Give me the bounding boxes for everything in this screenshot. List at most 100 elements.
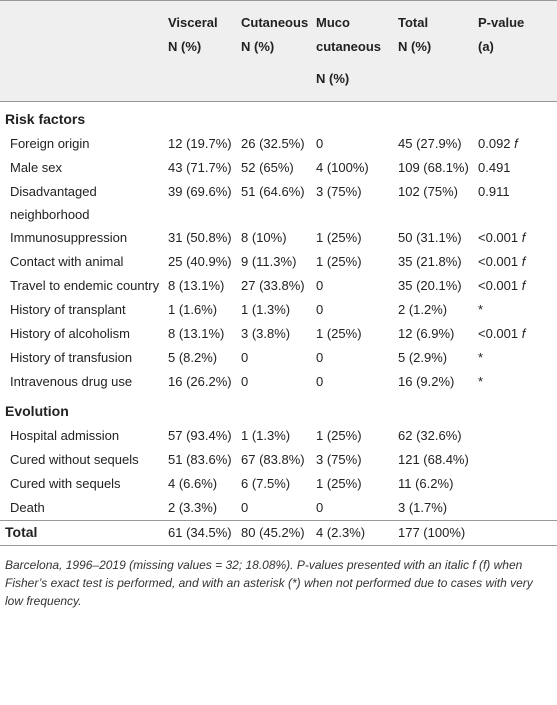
data-row: Foreign origin 12 (19.7%) 26 (32.5%) 0 45 (2… <box>0 132 557 156</box>
total-row: Total 61 (34.5%) 80 (45.2%) 4 (2.3%) 177 (10… <box>0 520 557 546</box>
value-cell: 0 <box>316 500 324 515</box>
value-cell: 3 (1.7%) <box>398 500 448 515</box>
value-cell: 39 (69.6%) <box>168 184 232 199</box>
section-title: Risk factors <box>5 111 86 127</box>
data-row: Intravenous drug use 16 (26.2%) 0 0 16 (9.2%… <box>0 370 557 394</box>
row-label: Total <box>0 520 165 546</box>
section-row: Risk factors <box>0 102 557 133</box>
value-cell: 5 (2.9%) <box>398 350 448 365</box>
value-cell: * <box>478 374 484 389</box>
data-row: History of transfusion 5 (8.2%) 0 0 5 (2.9%)… <box>0 346 557 370</box>
column-title: Visceral <box>168 15 218 30</box>
value-cell <box>475 520 557 546</box>
test-mark: f <box>521 278 526 293</box>
value-cell: 4 (2.3%) <box>313 520 395 546</box>
value-cell: 0 <box>241 374 249 389</box>
column-title: Total <box>398 15 429 30</box>
data-table: Visceral N (%) Cutaneous N (%) Muco cutaneou… <box>0 0 557 546</box>
value-cell: 1 (25%) <box>316 230 362 245</box>
value-cell: 0 <box>316 136 324 151</box>
value-cell: 52 (65%) <box>241 160 294 175</box>
data-row: Immunosuppression 31 (50.8%) 8 (10%) 1 (25%… <box>0 226 557 250</box>
data-row: Death 2 (3.3%) 0 0 3 (1.7%) <box>0 496 557 521</box>
value-cell: 102 (75%) <box>398 184 458 199</box>
data-row: Cured without sequels 51 (83.6%) 67 (83.8%… <box>0 448 557 472</box>
value-cell: 57 (93.4%) <box>168 428 232 443</box>
value-cell: 12 (6.9%) <box>398 326 455 341</box>
value-cell: 9 (11.3%) <box>241 254 297 269</box>
value-cell: 5 (8.2%) <box>168 350 218 365</box>
column-header: Visceral N (%) <box>165 1 238 102</box>
column-subtitle: N (%) <box>398 39 432 54</box>
corner-cell <box>0 1 165 102</box>
value-cell: 121 (68.4%) <box>398 452 469 467</box>
column-title: Muco cutaneous <box>316 15 382 54</box>
value-cell: 45 (27.9%) <box>398 136 462 151</box>
value-cell <box>475 448 557 472</box>
column-subtitle: N (%) <box>241 39 275 54</box>
value-cell: 0 <box>316 374 324 389</box>
value-cell: 0 <box>316 278 324 293</box>
value-cell: 11 (6.2%) <box>398 476 454 491</box>
value-cell: 16 (9.2%) <box>398 374 455 389</box>
section-row: Evolution <box>0 394 557 424</box>
p-value: <0.001 <box>478 230 519 245</box>
value-cell: 51 (83.6%) <box>168 452 232 467</box>
value-cell: 50 (31.1%) <box>398 230 462 245</box>
value-cell: 6 (7.5%) <box>241 476 291 491</box>
value-cell: 2 (1.2%) <box>398 302 448 317</box>
value-cell: 43 (71.7%) <box>168 160 232 175</box>
data-row: Contact with animal 25 (40.9%) 9 (11.3%) 1 … <box>0 250 557 274</box>
header-row: Visceral N (%) Cutaneous N (%) Muco cutaneou… <box>0 0 557 102</box>
row-label: Cured with sequels <box>10 476 121 491</box>
value-cell: 0.491 <box>478 160 511 175</box>
row-label: Intravenous drug use <box>10 374 133 389</box>
column-header: Total N (%) <box>395 1 475 102</box>
value-cell: 0 <box>316 302 324 317</box>
row-label: Disadvantaged neighborhood <box>10 184 97 222</box>
value-cell: <0.001 f <box>475 322 557 346</box>
column-title: P-value <box>478 15 525 30</box>
value-cell: 1 (25%) <box>316 428 362 443</box>
value-cell <box>475 424 557 448</box>
row-label: Cured without sequels <box>10 452 139 467</box>
table-header: Visceral N (%) Cutaneous N (%) Muco cutaneou… <box>0 0 557 102</box>
column-header: Muco cutaneous N (%) <box>313 1 395 102</box>
value-cell: 16 (26.2%) <box>168 374 232 389</box>
value-cell: 1 (25%) <box>316 326 362 341</box>
value-cell: 1 (25%) <box>316 254 362 269</box>
value-cell: 61 (34.5%) <box>165 520 238 546</box>
value-cell: 51 (64.6%) <box>241 184 305 199</box>
value-cell: 8 (13.1%) <box>168 278 225 293</box>
value-cell: 12 (19.7%) <box>168 136 232 151</box>
value-cell: 0 <box>316 350 324 365</box>
test-mark: f <box>521 230 526 245</box>
row-label: Death <box>10 500 45 515</box>
value-cell: <0.001 f <box>475 274 557 298</box>
value-cell: 3 (75%) <box>316 184 362 199</box>
row-label: Male sex <box>10 160 63 175</box>
p-value: <0.001 <box>478 326 519 341</box>
value-cell: 1 (1.3%) <box>241 428 291 443</box>
value-cell: <0.001 f <box>475 250 557 274</box>
test-mark: f <box>521 326 526 341</box>
row-label: Contact with animal <box>10 254 124 269</box>
row-label: History of transfusion <box>10 350 133 365</box>
value-cell: * <box>478 302 484 317</box>
value-cell: 35 (20.1%) <box>398 278 462 293</box>
value-cell: 25 (40.9%) <box>168 254 232 269</box>
value-cell: 0.911 <box>478 184 510 199</box>
data-row: History of transplant 1 (1.6%) 1 (1.3%) 0 2 … <box>0 298 557 322</box>
column-subtitle: N (%) <box>316 71 350 86</box>
row-label: History of transplant <box>10 302 126 317</box>
data-row: Cured with sequels 4 (6.6%) 6 (7.5%) 1 (25%… <box>0 472 557 496</box>
test-mark: f <box>514 136 518 151</box>
value-cell: 8 (13.1%) <box>168 326 225 341</box>
value-cell: 35 (21.8%) <box>398 254 462 269</box>
value-cell <box>475 496 557 521</box>
value-cell: 1 (1.3%) <box>241 302 291 317</box>
column-header: Cutaneous N (%) <box>238 1 313 102</box>
row-label: Hospital admission <box>10 428 120 443</box>
value-cell: 8 (10%) <box>241 230 287 245</box>
value-cell: * <box>478 350 484 365</box>
